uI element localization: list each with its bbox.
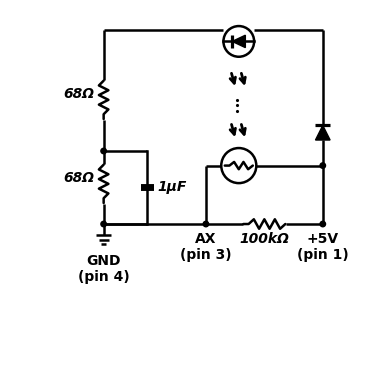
Text: AX
(pin 3): AX (pin 3) [180, 232, 232, 262]
Text: 68Ω: 68Ω [64, 87, 95, 101]
Circle shape [101, 148, 106, 154]
Text: 1μF: 1μF [158, 180, 187, 195]
Text: +5V
(pin 1): +5V (pin 1) [297, 232, 348, 262]
Polygon shape [232, 35, 245, 48]
Circle shape [203, 221, 209, 227]
Text: GND
(pin 4): GND (pin 4) [78, 254, 130, 284]
Circle shape [101, 221, 106, 227]
Text: 68Ω: 68Ω [64, 171, 95, 185]
Circle shape [320, 221, 326, 227]
Text: 100kΩ: 100kΩ [240, 232, 289, 246]
Circle shape [320, 163, 326, 168]
Polygon shape [315, 125, 330, 140]
